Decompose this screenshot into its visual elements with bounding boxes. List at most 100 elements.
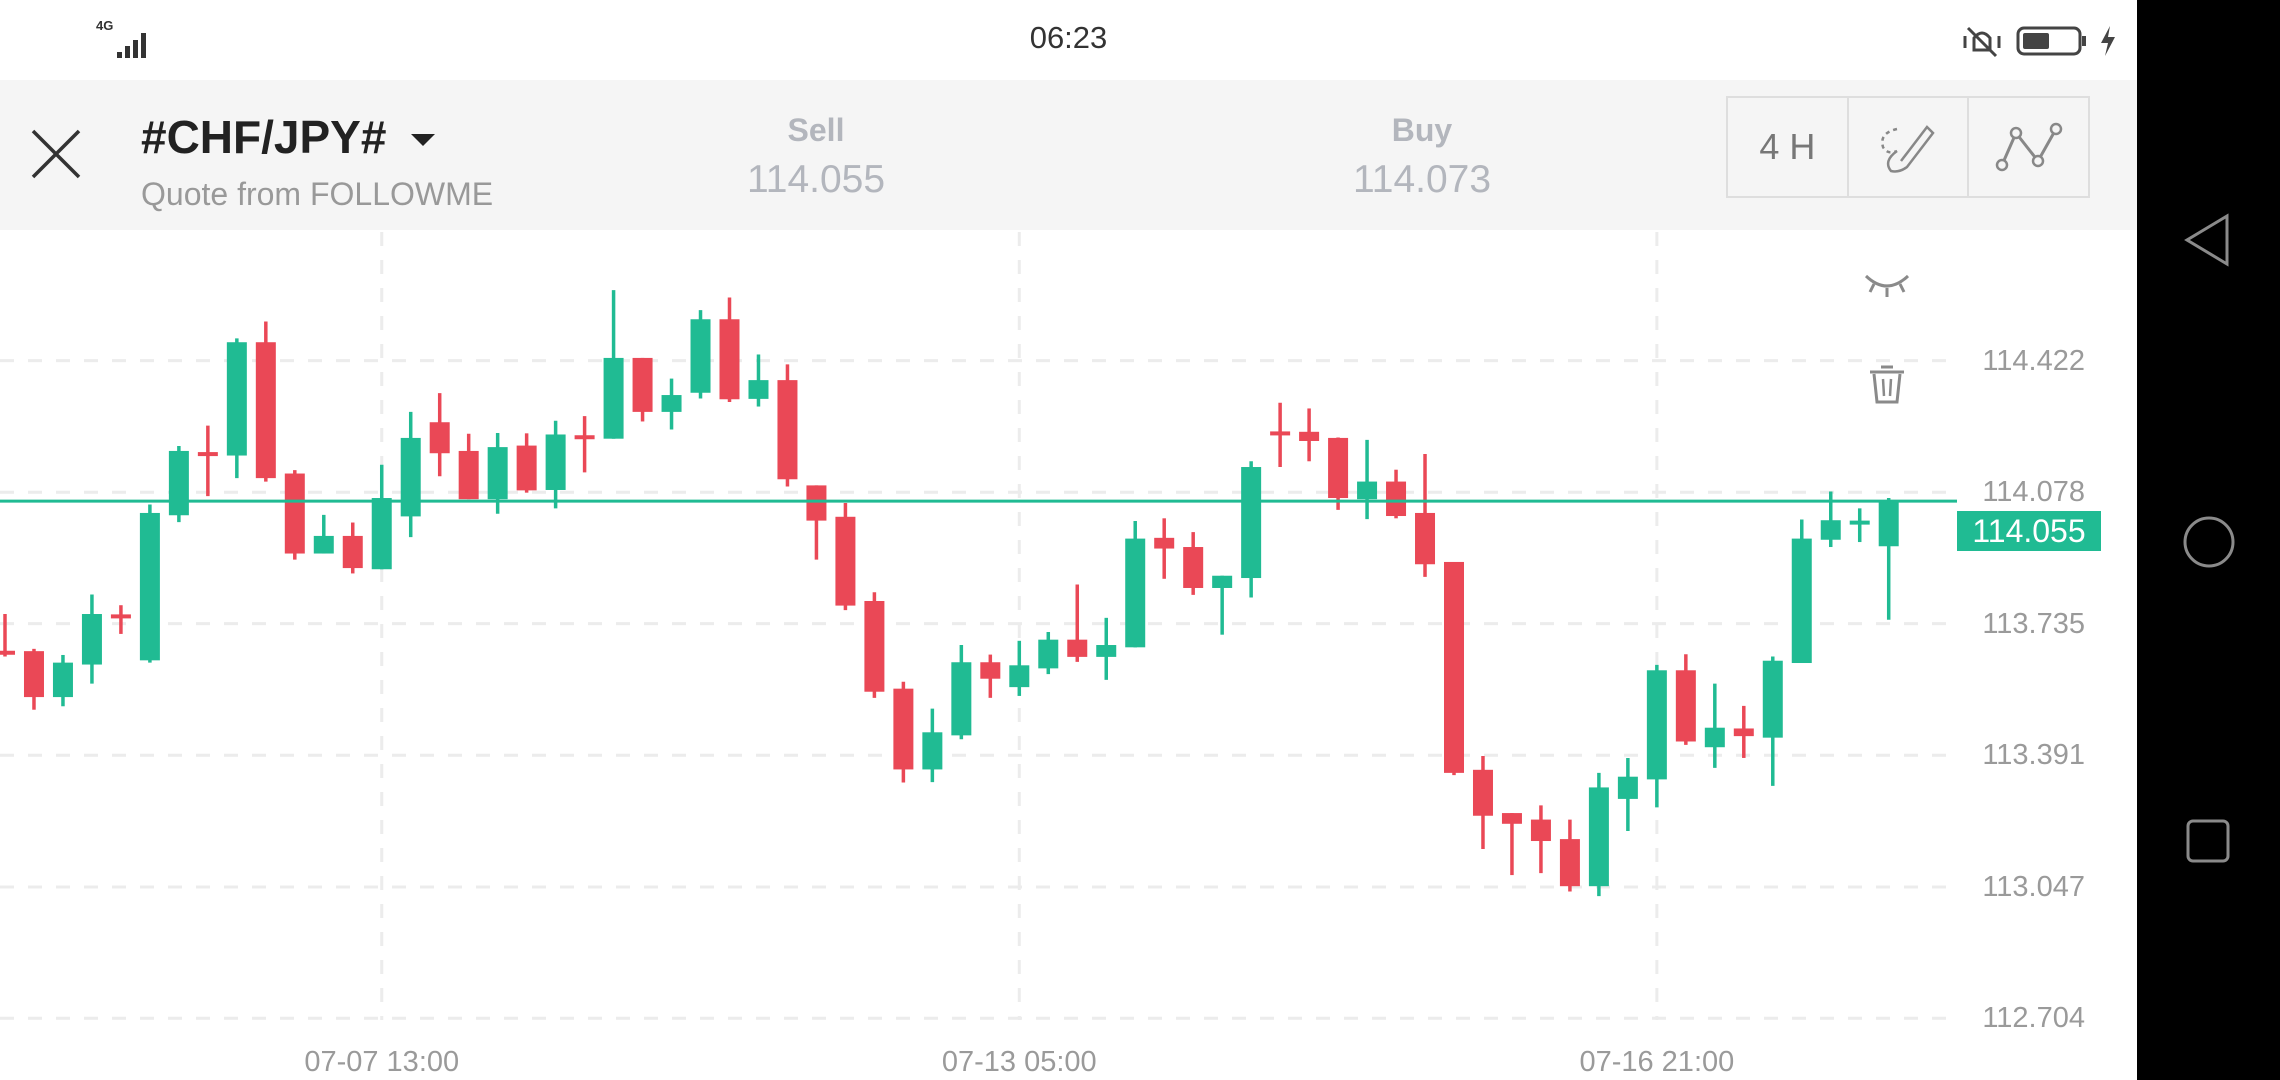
candle-down bbox=[806, 485, 827, 560]
candle-body bbox=[52, 662, 73, 698]
quote-header: #CHF/JPY# Quote from FOLLOWME Sell 114.0… bbox=[0, 80, 2137, 230]
candle-down bbox=[284, 470, 305, 560]
time-tick-label: 07-13 05:00 bbox=[941, 1046, 1097, 1078]
candle-down bbox=[1386, 469, 1407, 519]
chart-toolbar: 4 H bbox=[1726, 96, 2090, 198]
candle-up bbox=[400, 411, 421, 538]
candle-down bbox=[110, 605, 131, 634]
price-tick-label: 112.704 bbox=[1982, 1002, 2085, 1035]
candle-up bbox=[545, 420, 566, 509]
candle-up bbox=[603, 290, 624, 439]
candle-up bbox=[313, 514, 334, 554]
candle-body bbox=[139, 512, 160, 661]
candle-body bbox=[1559, 839, 1580, 887]
candle-body bbox=[197, 452, 218, 457]
close-icon[interactable] bbox=[30, 128, 82, 180]
candle-down bbox=[1067, 584, 1088, 662]
candle-body bbox=[1038, 639, 1059, 669]
candle-body bbox=[980, 662, 1001, 679]
candle-body bbox=[951, 662, 972, 736]
candle-body bbox=[1328, 437, 1349, 499]
draw-button[interactable] bbox=[1849, 98, 1970, 196]
trash-icon[interactable] bbox=[1868, 364, 1906, 406]
candle-up bbox=[1357, 439, 1378, 520]
candle-body bbox=[545, 434, 566, 490]
candle-body bbox=[806, 485, 827, 521]
candle-body bbox=[1530, 819, 1551, 842]
price-tick-label: 113.735 bbox=[1982, 607, 2085, 640]
candle-down bbox=[632, 357, 653, 422]
candle-body bbox=[690, 319, 711, 393]
candle-up bbox=[1212, 575, 1233, 635]
status-bar: 4G 06:23 bbox=[0, 0, 2137, 78]
candle-down bbox=[458, 433, 479, 500]
back-icon[interactable] bbox=[2181, 212, 2233, 268]
candle-down bbox=[893, 681, 914, 783]
quote-source: Quote from FOLLOWME bbox=[141, 176, 494, 212]
home-icon[interactable] bbox=[2181, 514, 2237, 570]
candle-body bbox=[922, 732, 943, 770]
eye-closed-icon[interactable] bbox=[1862, 268, 1912, 302]
candle-body bbox=[313, 535, 334, 554]
candle-body bbox=[1067, 639, 1088, 657]
candle-body bbox=[168, 450, 189, 516]
candle-up bbox=[1704, 683, 1725, 768]
candle-body bbox=[748, 380, 769, 399]
candle-body bbox=[1386, 481, 1407, 517]
candle-down bbox=[255, 321, 276, 482]
candle-body bbox=[603, 357, 624, 439]
candle-down bbox=[0, 614, 15, 657]
candle-up bbox=[371, 464, 392, 570]
candle-body bbox=[893, 688, 914, 770]
candle-body bbox=[719, 319, 740, 400]
price-tick-label: 113.047 bbox=[1982, 870, 2085, 903]
price-tick-label: 114.422 bbox=[1982, 344, 2085, 377]
timeframe-button[interactable]: 4 H bbox=[1728, 98, 1849, 196]
battery-icon bbox=[2016, 26, 2086, 56]
time-tick-label: 07-07 13:00 bbox=[304, 1046, 460, 1078]
candle-body bbox=[1704, 727, 1725, 748]
signal-icon bbox=[117, 33, 146, 58]
price-tick-label: 113.391 bbox=[1982, 739, 2085, 772]
candle-down bbox=[1559, 819, 1580, 892]
candle-body bbox=[110, 614, 131, 619]
candle-down bbox=[1299, 408, 1320, 462]
candle-body bbox=[1241, 467, 1262, 579]
buy-price[interactable]: 114.073 bbox=[1352, 158, 1492, 201]
candle-body bbox=[1096, 645, 1117, 657]
candle-body bbox=[632, 357, 653, 412]
candle-body bbox=[255, 342, 276, 479]
candle-body bbox=[371, 498, 392, 570]
candle-body bbox=[1791, 538, 1812, 664]
candle-up bbox=[661, 378, 682, 430]
candle-up bbox=[52, 654, 73, 707]
candle-body bbox=[284, 473, 305, 554]
candle-up bbox=[1588, 772, 1609, 897]
candle-down bbox=[835, 503, 856, 611]
candle-down bbox=[1270, 402, 1291, 468]
candle-body bbox=[226, 342, 247, 456]
candle-up bbox=[1646, 664, 1667, 808]
candle-body bbox=[1270, 431, 1291, 436]
candle-down bbox=[1530, 805, 1551, 874]
line-tool-button[interactable] bbox=[1969, 98, 2088, 196]
candle-body bbox=[342, 535, 363, 569]
candle-body bbox=[777, 380, 798, 480]
candle-down bbox=[429, 393, 450, 477]
recents-icon[interactable] bbox=[2185, 818, 2231, 864]
candle-body bbox=[1878, 501, 1899, 547]
system-nav-bar bbox=[2137, 0, 2280, 1080]
draw-pen-icon bbox=[1881, 125, 1935, 173]
candle-body bbox=[864, 600, 885, 692]
candlestick-chart[interactable] bbox=[0, 0, 2137, 1080]
candle-down bbox=[864, 592, 885, 698]
candle-body bbox=[1501, 813, 1522, 824]
symbol-selector[interactable]: #CHF/JPY# bbox=[141, 110, 436, 164]
sell-price[interactable]: 114.055 bbox=[746, 158, 886, 201]
vibrate-mute-icon bbox=[1963, 26, 2001, 58]
candle-down bbox=[574, 416, 595, 473]
candle-down bbox=[1444, 561, 1464, 776]
time-tick-label: 07-16 21:00 bbox=[1579, 1046, 1735, 1078]
candle-body bbox=[574, 435, 595, 440]
candle-down bbox=[1501, 813, 1522, 876]
